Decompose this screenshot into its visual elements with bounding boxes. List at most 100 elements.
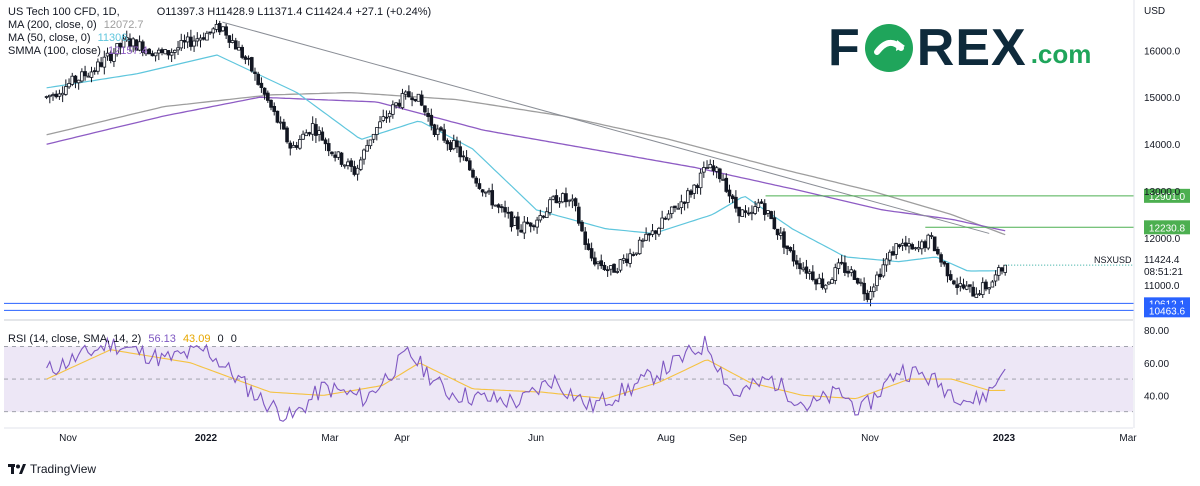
candle-body [365,144,370,152]
candle-body [400,93,405,109]
candle-body [195,38,200,42]
candle-body [519,229,523,233]
candle-body [692,184,697,194]
candle-body [480,189,485,193]
support-price-label: 10463.6 [1149,306,1186,317]
candle-body [179,40,184,49]
tradingview-footer[interactable]: TradingView [8,462,96,476]
candle-body [80,71,84,82]
candle-body [448,142,453,151]
candle-body [817,277,822,285]
candle-body [711,165,716,171]
candle-body [330,151,334,155]
candle-body [60,92,65,96]
candle-body [596,261,600,264]
candle-body [394,102,398,106]
rsi-sma-value: 43.09 [182,333,211,345]
time-tick-label: 2023 [993,433,1016,444]
candle-body [99,62,103,67]
candle-body [423,105,427,113]
trendline[interactable] [222,21,990,234]
candle-body [663,217,668,220]
candle-body [974,293,979,298]
candle-body [259,82,264,88]
candle-body [397,102,402,107]
candle-body [753,206,757,214]
candle-body [237,47,241,51]
candle-body [746,212,751,215]
candle-body [189,36,193,47]
candle-body [897,244,902,248]
candle-body [644,233,648,241]
candle-body [458,146,462,158]
candle-body [368,139,373,147]
candle-body [615,271,620,273]
candle-body [211,28,216,34]
candle-body [900,242,905,246]
smma-line [46,96,1006,232]
candle-body [1003,264,1007,273]
candle-body [413,98,418,102]
candle-body [54,93,59,98]
candle-body [326,143,331,152]
candle-body [772,217,777,230]
candle-body [455,140,459,148]
candle-body [301,133,305,140]
candle-body [73,75,78,83]
candle-body [778,232,783,236]
candle-body [929,235,934,237]
candle-body [144,49,148,55]
candle-body [916,246,921,250]
candle-body [474,177,479,184]
candle-body [391,104,395,115]
candle-body [823,284,828,290]
time-tick-label: Apr [394,433,410,444]
candle-body [750,211,754,214]
candle-body [560,193,565,203]
candle-body [336,151,341,158]
candle-body [419,94,424,106]
candle-body [451,140,456,150]
candle-body [112,52,116,62]
candle-body [759,201,764,204]
candle-body [176,47,180,51]
price-tick-label: 14000.0 [1144,140,1181,151]
candle-body [612,263,616,273]
candle-body [67,83,71,88]
candle-body [660,217,664,229]
candle-body [871,286,876,293]
candle-body [650,230,655,235]
candle-body [407,91,411,98]
candle-body [201,37,206,40]
rsi-zero-1: 0 [217,333,224,345]
candle-body [740,209,745,217]
candle-body [945,263,950,277]
logo-text-f: F [828,19,861,77]
candle-body [253,71,257,74]
smma-value: 12157.4 [107,45,148,57]
candle-body [532,225,536,228]
candle-body [942,261,947,265]
tradingview-logo-icon [8,464,26,474]
candle-body [868,291,873,300]
candle-body [153,52,158,57]
candle-body [140,41,145,53]
candle-body [993,274,998,282]
candle-body [798,263,802,270]
candle-body [762,203,767,215]
candle-body [57,93,62,97]
candle-body [718,168,722,180]
candle-body [525,221,530,225]
candle-body [304,132,309,137]
rsi-line [46,335,1006,422]
candle-body [727,189,732,197]
candle-body [490,190,495,206]
candle-body [221,26,225,32]
price-tick-label: 15000.0 [1144,93,1181,104]
candle-body [641,239,645,242]
candle-body [548,199,552,213]
candle-body [352,166,357,175]
candle-body [544,211,549,219]
candle-body [702,167,706,173]
